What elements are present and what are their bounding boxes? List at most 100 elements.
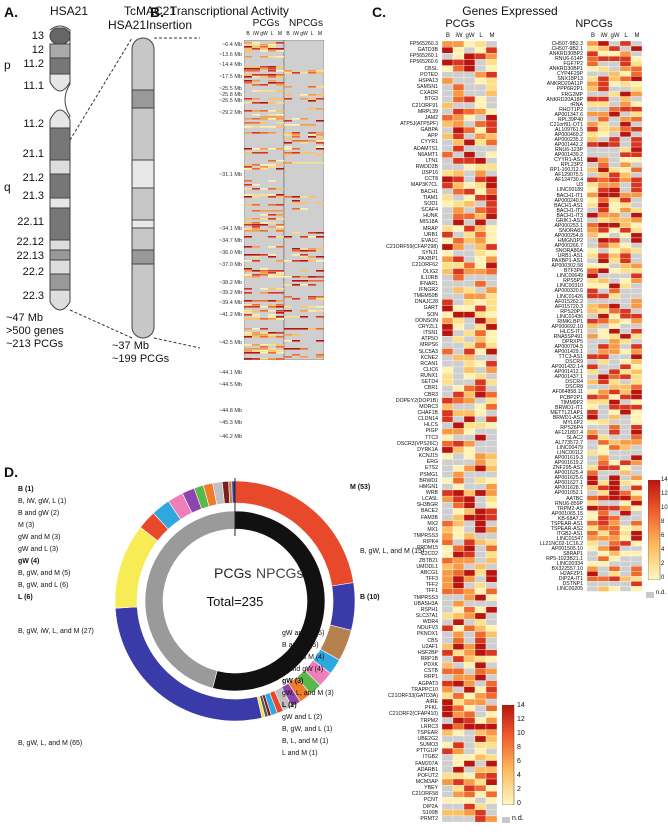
gene-label: CYYR1	[420, 139, 438, 146]
gene-label: RSPH1	[420, 606, 438, 613]
heat-cell	[597, 45, 610, 52]
heat-cell	[619, 459, 632, 466]
donut-label: gW and M (4)	[282, 654, 325, 661]
gene-label: AP000320.6	[554, 288, 583, 295]
heat-cell	[587, 439, 599, 446]
heat-cell	[587, 227, 599, 234]
heat-cell	[452, 434, 465, 441]
heat-cell	[463, 705, 476, 712]
heat-cell	[260, 346, 268, 348]
heat-cell	[284, 94, 292, 96]
heat-cell	[463, 649, 476, 657]
heat-cell	[474, 415, 487, 423]
gene-label: AP001625.6	[554, 475, 583, 482]
heat-cell	[597, 131, 610, 138]
heat-cell	[260, 168, 268, 170]
heat-cell	[587, 434, 599, 441]
heat-cell	[608, 96, 621, 102]
heat-cell	[485, 151, 498, 158]
heat-cell	[452, 90, 465, 97]
heat-cell	[268, 336, 276, 338]
heat-cell	[597, 293, 610, 299]
heat-cell	[442, 649, 454, 657]
heat-cell	[597, 257, 610, 264]
heat-cell	[284, 148, 292, 150]
heat-cell	[485, 256, 498, 263]
col-header: L	[270, 31, 274, 37]
heat-cell	[474, 360, 487, 368]
gene-label: MRPL39	[417, 108, 438, 115]
heat-cell	[474, 329, 487, 337]
heat-cell	[252, 196, 260, 198]
heat-cell	[268, 188, 276, 190]
heat-cell	[485, 206, 498, 214]
heat-cell	[485, 705, 498, 712]
heat-cell	[597, 136, 610, 143]
heat-cell	[608, 318, 621, 324]
heat-cell	[252, 300, 260, 302]
legend-tick: 2	[661, 561, 665, 567]
heat-cell	[485, 157, 498, 165]
heat-cell	[474, 200, 487, 208]
gene-label: AP001437.1	[554, 374, 583, 381]
heat-cell	[452, 262, 465, 269]
heat-cell	[474, 182, 487, 189]
heat-cell	[630, 576, 643, 582]
gene-label: TSPEAR-AS2	[550, 525, 583, 532]
heat-cell	[630, 96, 643, 102]
gene-label: AL109761.5	[555, 126, 583, 133]
heat-cell	[619, 61, 632, 67]
heat-cell	[463, 133, 476, 140]
heat-cell	[452, 575, 465, 583]
heat-cell	[268, 50, 276, 52]
heat-cell	[463, 489, 476, 497]
heat-cell	[284, 162, 292, 164]
heat-cell	[452, 379, 465, 386]
gene-label: BRWD1-AS2	[552, 414, 583, 421]
heat-cell	[442, 452, 454, 460]
heat-cell	[308, 232, 316, 234]
heat-cell	[276, 336, 284, 338]
heat-cell	[619, 424, 632, 430]
heat-cell	[463, 77, 476, 85]
band-label: 11.2	[23, 58, 44, 70]
heat-cell	[485, 385, 498, 392]
heat-cell	[597, 121, 610, 128]
heat-cell	[630, 328, 643, 335]
heat-cell	[474, 772, 487, 780]
heat-cell	[452, 489, 465, 497]
heat-cell	[608, 106, 621, 112]
heat-cell	[485, 612, 498, 620]
donut-segment	[329, 582, 356, 631]
heat-cell	[485, 618, 498, 626]
heat-cell	[463, 182, 476, 189]
heat-cell	[244, 188, 252, 190]
heat-cell	[292, 334, 300, 336]
heat-cell	[252, 328, 260, 330]
heat-cell	[292, 124, 300, 126]
gene-label: CBSL	[424, 65, 438, 72]
heat-cell	[619, 414, 632, 420]
heat-cell	[452, 545, 465, 552]
heat-cell	[597, 545, 610, 552]
heat-cell	[260, 44, 268, 46]
heat-cell	[316, 306, 324, 308]
heat-cell	[463, 809, 476, 817]
heat-cell	[276, 270, 284, 272]
heat-cell	[608, 561, 621, 567]
heat-cell	[452, 397, 465, 405]
heat-cell	[452, 815, 465, 823]
heat-cell	[463, 575, 476, 583]
heat-cell	[587, 475, 599, 481]
heat-cell	[442, 575, 454, 583]
gene-label: AP000469.2	[554, 131, 583, 138]
heat-cell	[442, 662, 454, 669]
heat-cell	[630, 263, 643, 269]
heat-cell	[608, 364, 621, 370]
gene-label: CLDN14	[418, 416, 438, 423]
heat-cell	[608, 470, 621, 476]
heat-cell	[485, 299, 498, 306]
heat-cell	[485, 231, 498, 238]
gene-label: FP565260.1	[409, 53, 438, 60]
heat-cell	[630, 490, 643, 496]
